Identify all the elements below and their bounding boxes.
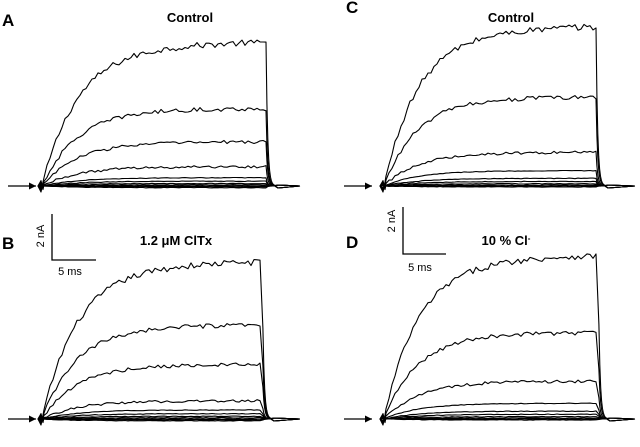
current-trace-c-5 (379, 177, 636, 191)
current-trace-d-5 (379, 410, 636, 424)
current-trace-a-11 (38, 184, 301, 189)
scale-bar-right-lines (402, 207, 446, 255)
panel-title-c-text: Control (488, 10, 534, 25)
panel-title-a-text: Control (167, 10, 213, 25)
current-trace-b-11 (38, 417, 301, 422)
scale-bar-left-current-label: 2 nA (35, 224, 47, 247)
panel-c: C Control (344, 0, 636, 193)
panel-title-c: Control (488, 10, 534, 25)
current-trace-b-5 (37, 409, 301, 424)
arrow-icon (29, 415, 36, 423)
current-trace-b-3 (37, 362, 301, 425)
current-trace-c-4 (379, 169, 636, 190)
current-trace-c-10 (379, 184, 636, 189)
current-trace-a-6 (37, 180, 301, 189)
current-trace-d-8 (379, 416, 636, 422)
scale-bar-right-time-label: 5 ms (408, 262, 432, 274)
current-trace-b-8 (37, 416, 301, 422)
scale-bar-right-current-label: 2 nA (386, 209, 398, 232)
current-trace-b-4 (37, 399, 301, 423)
panel-letter-c: C (346, 0, 358, 17)
current-trace-b-1 (37, 259, 301, 426)
panel-a: A Control (2, 10, 301, 193)
traces-c (379, 23, 636, 193)
current-trace-d-7 (379, 415, 636, 422)
current-trace-a-5 (37, 176, 301, 191)
panel-title-d-text: 10 % Cl (482, 233, 528, 248)
current-trace-d-1 (379, 253, 636, 426)
traces-b (37, 259, 301, 426)
current-trace-b-2 (37, 323, 301, 424)
scale-bar-right: 2 nA 5 ms (386, 207, 446, 274)
panel-d: D 10 % Cl- (344, 233, 636, 426)
current-trace-a-8 (37, 183, 301, 189)
current-trace-d-10 (379, 417, 636, 422)
panel-title-d-sup: - (528, 234, 531, 243)
current-trace-a-4 (37, 165, 301, 190)
current-trace-c-8 (379, 183, 636, 189)
arrow-icon (365, 182, 372, 190)
panel-title-d: 10 % Cl- (482, 233, 531, 248)
arrow-icon (29, 182, 36, 190)
panel-title-b: 1.2 μM ClTx (140, 233, 213, 248)
current-trace-c-3 (379, 150, 636, 192)
traces-d (379, 253, 636, 426)
arrow-icon (365, 415, 372, 423)
current-trace-d-4 (379, 402, 636, 423)
panel-title-a: Control (167, 10, 213, 25)
panel-letter-d: D (346, 233, 358, 252)
current-trace-a-7 (37, 182, 301, 189)
current-trace-c-7 (379, 182, 636, 189)
panel-b: B 1.2 μM ClTx (2, 233, 301, 426)
current-trace-c-2 (379, 95, 636, 191)
panel-letter-a: A (2, 11, 14, 30)
current-trace-c-1 (379, 23, 636, 193)
panel-letter-b: B (2, 234, 14, 253)
current-trace-c-9 (379, 184, 636, 188)
current-trace-a-1 (37, 39, 301, 193)
current-trace-b-10 (37, 417, 301, 422)
current-trace-d-3 (379, 379, 636, 425)
current-trace-c-6 (379, 180, 636, 189)
scale-bar-left-time-label: 5 ms (58, 266, 82, 278)
current-trace-b-7 (37, 415, 301, 422)
scale-bar-left-lines (51, 214, 96, 261)
current-trace-b-9 (37, 417, 301, 421)
current-trace-d-6 (379, 413, 636, 422)
scale-bar-left: 2 nA 5 ms (35, 214, 96, 278)
current-trace-d-2 (379, 330, 636, 424)
current-trace-a-3 (37, 139, 301, 192)
current-trace-b-6 (37, 412, 301, 422)
current-trace-a-2 (37, 107, 301, 191)
traces-a (37, 39, 301, 193)
panel-title-b-text: 1.2 μM ClTx (140, 233, 213, 248)
